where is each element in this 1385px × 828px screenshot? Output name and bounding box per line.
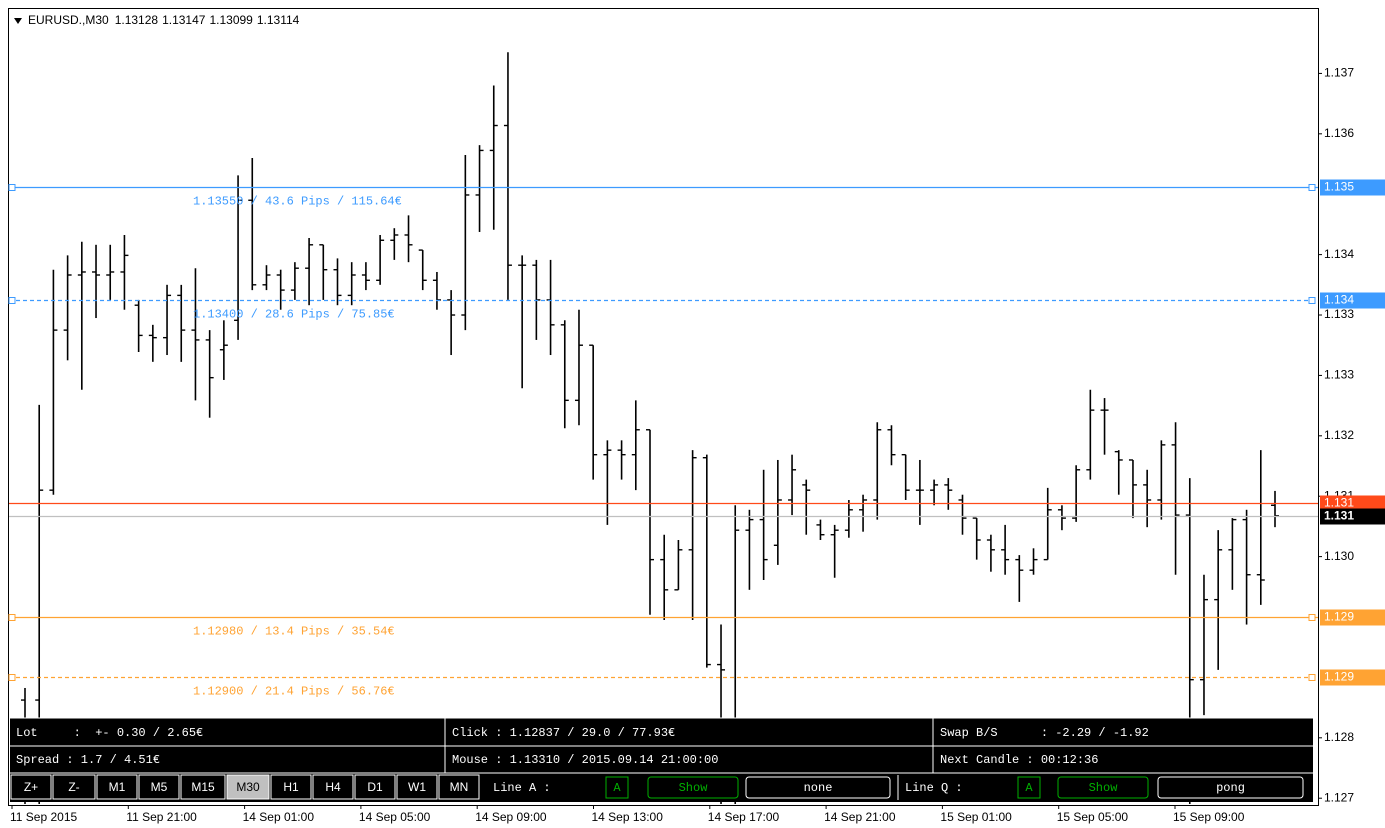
timeframe-label: H4 bbox=[325, 780, 341, 794]
toggle-button[interactable] bbox=[647, 776, 739, 799]
mode-label: A bbox=[1025, 781, 1033, 795]
line-label: 1.12900 / 21.4 Pips / 56.76€ bbox=[193, 685, 395, 699]
name-field[interactable] bbox=[745, 776, 891, 799]
timeframe-button[interactable] bbox=[180, 774, 226, 800]
timeframe-button[interactable] bbox=[438, 774, 480, 800]
y-tick-label: 1.128 bbox=[1324, 730, 1354, 744]
timeframe-label: Z- bbox=[68, 780, 79, 794]
x-tick-label: 14 Sep 21:00 bbox=[824, 810, 896, 824]
y-tick-label: 1.133 bbox=[1324, 307, 1354, 321]
panel-field: Swap B/S : -2.29 / -1.92 bbox=[940, 726, 1149, 740]
header-high: 1.13147 bbox=[162, 13, 206, 27]
x-tick-label: 15 Sep 09:00 bbox=[1173, 810, 1245, 824]
line-handle[interactable] bbox=[8, 297, 16, 304]
x-tick-label: 15 Sep 05:00 bbox=[1057, 810, 1129, 824]
line-handle[interactable] bbox=[8, 614, 16, 621]
timeframe-button[interactable] bbox=[396, 774, 438, 800]
y-tick-label: 1.134 bbox=[1324, 247, 1354, 261]
price-lines: 1.13550 / 43.6 Pips / 115.64€ 1.13400 / 2… bbox=[8, 184, 1318, 699]
panel-field: Spread : 1.7 / 4.51€ bbox=[16, 753, 160, 767]
timeframe-label: M5 bbox=[151, 780, 168, 794]
name-label: pong bbox=[1216, 781, 1245, 795]
symbol: EURUSD.,M30 bbox=[28, 13, 109, 27]
y-tick-label: 1.127 bbox=[1324, 790, 1354, 804]
chart-header: EURUSD.,M30 1.13128 1.13147 1.13099 1.13114 bbox=[28, 13, 300, 27]
toggle-label: Show bbox=[1089, 781, 1119, 795]
name-label: none bbox=[804, 781, 833, 795]
line-handle[interactable] bbox=[1308, 674, 1316, 681]
line-control-label: Line A : bbox=[493, 781, 551, 795]
panel-field: Mouse : 1.13310 / 2015.09.14 21:00:00 bbox=[452, 753, 718, 767]
panel-field: Next Candle : 00:12:36 bbox=[940, 753, 1098, 767]
line-label: 1.13400 / 28.6 Pips / 75.85€ bbox=[193, 308, 395, 322]
x-tick-label: 14 Sep 17:00 bbox=[708, 810, 780, 824]
name-field[interactable] bbox=[1157, 776, 1304, 799]
mode-button[interactable] bbox=[1017, 776, 1041, 799]
panel-field: Lot : +- 0.30 / 2.65€ bbox=[16, 726, 203, 740]
axis-price-marker bbox=[1320, 669, 1385, 686]
timeframe-button[interactable] bbox=[270, 774, 312, 800]
timeframe-label: M30 bbox=[236, 780, 260, 794]
x-tick-label: 14 Sep 13:00 bbox=[592, 810, 664, 824]
mode-label: A bbox=[613, 781, 621, 795]
line-label: 1.12980 / 13.4 Pips / 35.54€ bbox=[193, 625, 395, 639]
line-handle[interactable] bbox=[8, 184, 16, 191]
line-handle[interactable] bbox=[1308, 614, 1316, 621]
axis-price-marker bbox=[1320, 495, 1385, 512]
axis-price-label: 1.129 bbox=[1324, 610, 1354, 624]
x-tick-label: 14 Sep 05:00 bbox=[359, 810, 431, 824]
timeframe-button[interactable] bbox=[10, 774, 52, 800]
axis-price-label: 1.129 bbox=[1324, 670, 1354, 684]
chart-frame bbox=[8, 8, 1319, 806]
timeframe-label: H1 bbox=[283, 780, 299, 794]
line-handle[interactable] bbox=[1308, 297, 1316, 304]
x-tick-label: 14 Sep 01:00 bbox=[243, 810, 315, 824]
timeframe-button[interactable] bbox=[226, 774, 270, 800]
y-tick-label: 1.133 bbox=[1324, 368, 1354, 382]
axis-price-marker bbox=[1320, 508, 1385, 525]
line-control-label: Line Q : bbox=[905, 781, 963, 795]
timeframe-button[interactable] bbox=[138, 774, 180, 800]
header-low: 1.13099 bbox=[209, 13, 253, 27]
timeframe-button[interactable] bbox=[52, 774, 96, 800]
timeframe-label: Z+ bbox=[24, 780, 38, 794]
y-tick-label: 1.132 bbox=[1324, 428, 1354, 442]
y-tick-label: 1.137 bbox=[1324, 66, 1354, 80]
timeframe-label: W1 bbox=[408, 780, 426, 794]
timeframe-label: M15 bbox=[191, 780, 215, 794]
header-close: 1.13114 bbox=[257, 13, 300, 27]
line-handle[interactable] bbox=[1308, 184, 1316, 191]
toggle-button[interactable] bbox=[1057, 776, 1149, 799]
price-axis: 1.1371.1361.1341.1331.1331.1321.1311.130… bbox=[10, 66, 1385, 824]
timeframe-label: D1 bbox=[367, 780, 383, 794]
axis-price-marker bbox=[1320, 292, 1385, 309]
symbol-menu-icon[interactable] bbox=[14, 18, 22, 24]
timeframe-button[interactable] bbox=[312, 774, 354, 800]
axis-price-marker bbox=[1320, 179, 1385, 196]
mode-button[interactable] bbox=[605, 776, 629, 799]
axis-price-label: 1.131 bbox=[1324, 509, 1354, 523]
header-open: 1.13128 bbox=[115, 13, 159, 27]
timeframe-label: MN bbox=[450, 780, 469, 794]
axis-price-label: 1.134 bbox=[1324, 293, 1354, 307]
y-tick-label: 1.130 bbox=[1324, 549, 1354, 563]
info-panel: Lot : +- 0.30 / 2.65€ Click : 1.12837 / 2… bbox=[10, 717, 1313, 802]
panel-field: Click : 1.12837 / 29.0 / 77.93€ bbox=[452, 726, 675, 740]
timeframe-button[interactable] bbox=[96, 774, 138, 800]
axis-price-label: 1.135 bbox=[1324, 180, 1354, 194]
bars bbox=[21, 52, 1279, 804]
x-tick-label: 15 Sep 01:00 bbox=[940, 810, 1012, 824]
line-label: 1.13550 / 43.6 Pips / 115.64€ bbox=[193, 195, 402, 209]
line-handle[interactable] bbox=[8, 674, 16, 681]
y-tick-label: 1.136 bbox=[1324, 126, 1354, 140]
timeframe-label: M1 bbox=[109, 780, 126, 794]
toggle-label: Show bbox=[679, 781, 709, 795]
axis-price-marker bbox=[1320, 609, 1385, 626]
axis-price-label: 1.131 bbox=[1324, 496, 1354, 510]
timeframe-button[interactable] bbox=[354, 774, 396, 800]
x-tick-label: 11 Sep 2015 bbox=[10, 810, 77, 824]
x-tick-label: 11 Sep 21:00 bbox=[126, 810, 197, 824]
x-tick-label: 14 Sep 09:00 bbox=[475, 810, 547, 824]
